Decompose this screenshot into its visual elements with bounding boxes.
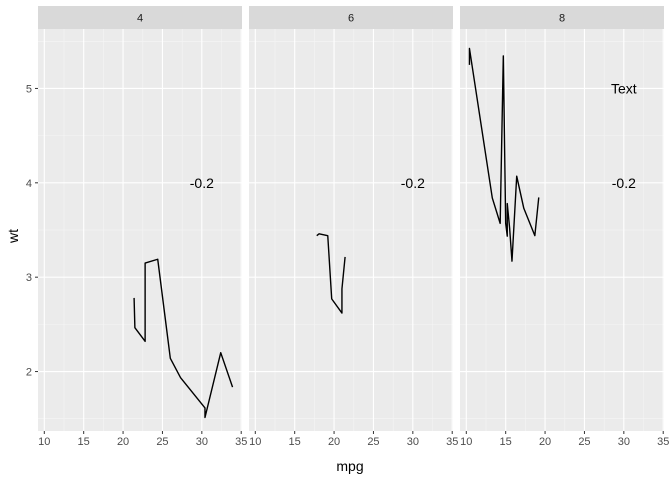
x-tick-label: 35 xyxy=(446,436,458,448)
x-tick-label: 35 xyxy=(657,436,669,448)
annotation-label: -0.2 xyxy=(612,175,636,191)
x-tick-label: 25 xyxy=(578,436,590,448)
facet-strip xyxy=(249,6,453,29)
x-tick-label: 30 xyxy=(618,436,630,448)
x-tick-label: 10 xyxy=(38,436,50,448)
facet-panels: 4 -0.2 10 15 20 25 30 35 2 3 4 5 6 -0.2 10 15 20 25 30 35 8 T… xyxy=(26,6,669,448)
annotation-label: Text xyxy=(611,80,637,96)
x-tick-label: 15 xyxy=(78,436,90,448)
facet-strip-label: 6 xyxy=(348,13,354,25)
x-tick-label: 30 xyxy=(407,436,419,448)
y-axis-title: wt xyxy=(5,229,21,244)
x-tick-label: 20 xyxy=(539,436,551,448)
y-tick-label: 2 xyxy=(26,367,32,379)
x-tick-label: 20 xyxy=(328,436,340,448)
x-tick-label: 15 xyxy=(500,436,512,448)
y-tick-label: 4 xyxy=(26,178,32,190)
x-tick-label: 10 xyxy=(460,436,472,448)
facet-panel-8: 8 Text -0.2 10 15 20 25 30 35 xyxy=(460,6,669,448)
facet-panel-6: 6 -0.2 10 15 20 25 30 35 xyxy=(249,6,458,448)
x-tick-label: 20 xyxy=(117,436,129,448)
annotation-label: -0.2 xyxy=(401,175,425,191)
x-tick-label: 25 xyxy=(367,436,379,448)
facet-strip xyxy=(38,6,242,29)
series-line-8 xyxy=(468,47,540,262)
facet-panel-4: 4 -0.2 10 15 20 25 30 35 2 3 4 5 xyxy=(26,6,247,448)
series-line-6 xyxy=(316,233,346,314)
facet-strip-label: 4 xyxy=(137,13,143,25)
x-axis-title: mpg xyxy=(336,458,363,474)
x-tick-label: 35 xyxy=(235,436,247,448)
series-line-4 xyxy=(133,258,234,419)
facet-strip xyxy=(460,6,664,29)
y-tick-label: 5 xyxy=(26,83,32,95)
facet-strip-label: 8 xyxy=(559,13,565,25)
x-tick-label: 25 xyxy=(156,436,168,448)
y-tick-label: 3 xyxy=(26,272,32,284)
x-tick-label: 10 xyxy=(249,436,261,448)
annotation-label: -0.2 xyxy=(190,175,214,191)
x-tick-label: 30 xyxy=(196,436,208,448)
x-tick-label: 15 xyxy=(289,436,301,448)
